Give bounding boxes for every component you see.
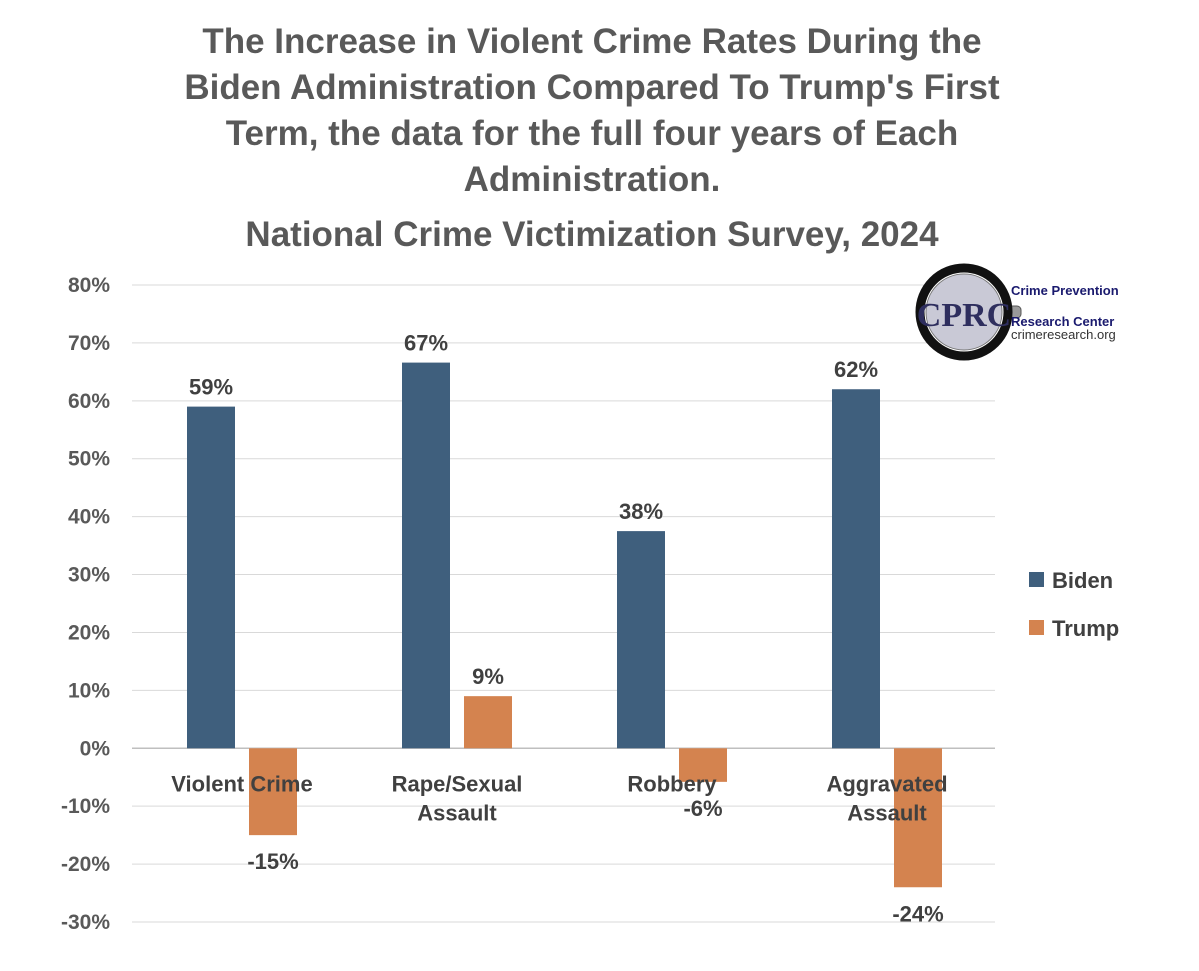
bars [187, 362, 942, 888]
bar-biden-0 [187, 406, 235, 749]
bar-trump-2 [679, 748, 727, 782]
data-label-trump-3: -24% [892, 901, 943, 926]
y-tick-label: 0% [80, 737, 111, 760]
y-tick-label: 20% [68, 621, 110, 644]
legend-label-trump: Trump [1052, 616, 1119, 641]
y-tick-label: 30% [68, 564, 110, 587]
bar-biden-3 [832, 389, 880, 749]
gridlines [132, 284, 995, 923]
y-tick-label: 10% [68, 679, 110, 702]
bar-trump-3 [894, 748, 942, 888]
category-label-0: Violent Crime [171, 771, 312, 796]
category-labels: Violent Crime Rape/Sexual Assault Robbery Ag… [171, 771, 947, 825]
y-tick-label: -20% [61, 853, 110, 876]
data-label-biden-1: 67% [404, 331, 448, 356]
y-tick-label: 70% [68, 332, 110, 355]
logo-name-line2: Research Center [1011, 314, 1114, 329]
data-label-biden-3: 62% [834, 357, 878, 382]
y-tick-label: 60% [68, 390, 110, 413]
category-label-1: Rape/Sexual [392, 771, 523, 796]
bar-trump-0 [249, 748, 297, 836]
bar-trump-1 [464, 696, 512, 749]
chart-title-line-4: Administration. [464, 160, 721, 199]
y-axis-tick-labels: 80% 70% 60% 50% 40% 30% 20% 10% 0% -10% -20% -30% [61, 274, 110, 934]
magnifying-glass-icon: CPRC [915, 263, 1022, 361]
logo-url: crimeresearch.org [1011, 327, 1116, 342]
data-label-trump-2: -6% [683, 796, 722, 821]
chart-title-line-1: The Increase in Violent Crime Rates Duri… [202, 22, 981, 61]
legend-swatch-trump [1029, 620, 1044, 635]
y-tick-label: 50% [68, 448, 110, 471]
category-label-3: Aggravated [826, 771, 947, 796]
chart-title: The Increase in Violent Crime Rates Duri… [184, 22, 1000, 254]
legend-swatch-biden [1029, 572, 1044, 587]
chart-title-line-2: Biden Administration Compared To Trump's… [184, 68, 1000, 107]
y-tick-label: -30% [61, 911, 110, 934]
data-labels: 59% 67% 38% 62% -15% 9% -6% -24% [189, 331, 944, 927]
category-label-2: Robbery [627, 771, 717, 796]
legend: Biden Trump [1029, 568, 1119, 641]
logo-initials: CPRC [917, 297, 1011, 334]
category-label-1: Assault [417, 800, 497, 825]
legend-label-biden: Biden [1052, 568, 1113, 593]
category-label-3: Assault [847, 800, 927, 825]
y-tick-label: 40% [68, 506, 110, 529]
logo-name-line1: Crime Prevention [1011, 283, 1119, 298]
chart-subtitle: National Crime Victimization Survey, 202… [245, 215, 939, 254]
data-label-biden-2: 38% [619, 499, 663, 524]
bar-biden-1 [402, 362, 450, 749]
cprc-logo: CPRC Crime Prevention Research Center cr… [915, 263, 1119, 361]
data-label-trump-1: 9% [472, 664, 504, 689]
y-tick-label: 80% [68, 274, 110, 297]
data-label-trump-0: -15% [247, 849, 298, 874]
bar-biden-2 [617, 531, 665, 749]
chart-title-line-3: Term, the data for the full four years o… [226, 114, 959, 153]
data-label-biden-0: 59% [189, 375, 233, 400]
y-tick-label: -10% [61, 795, 110, 818]
